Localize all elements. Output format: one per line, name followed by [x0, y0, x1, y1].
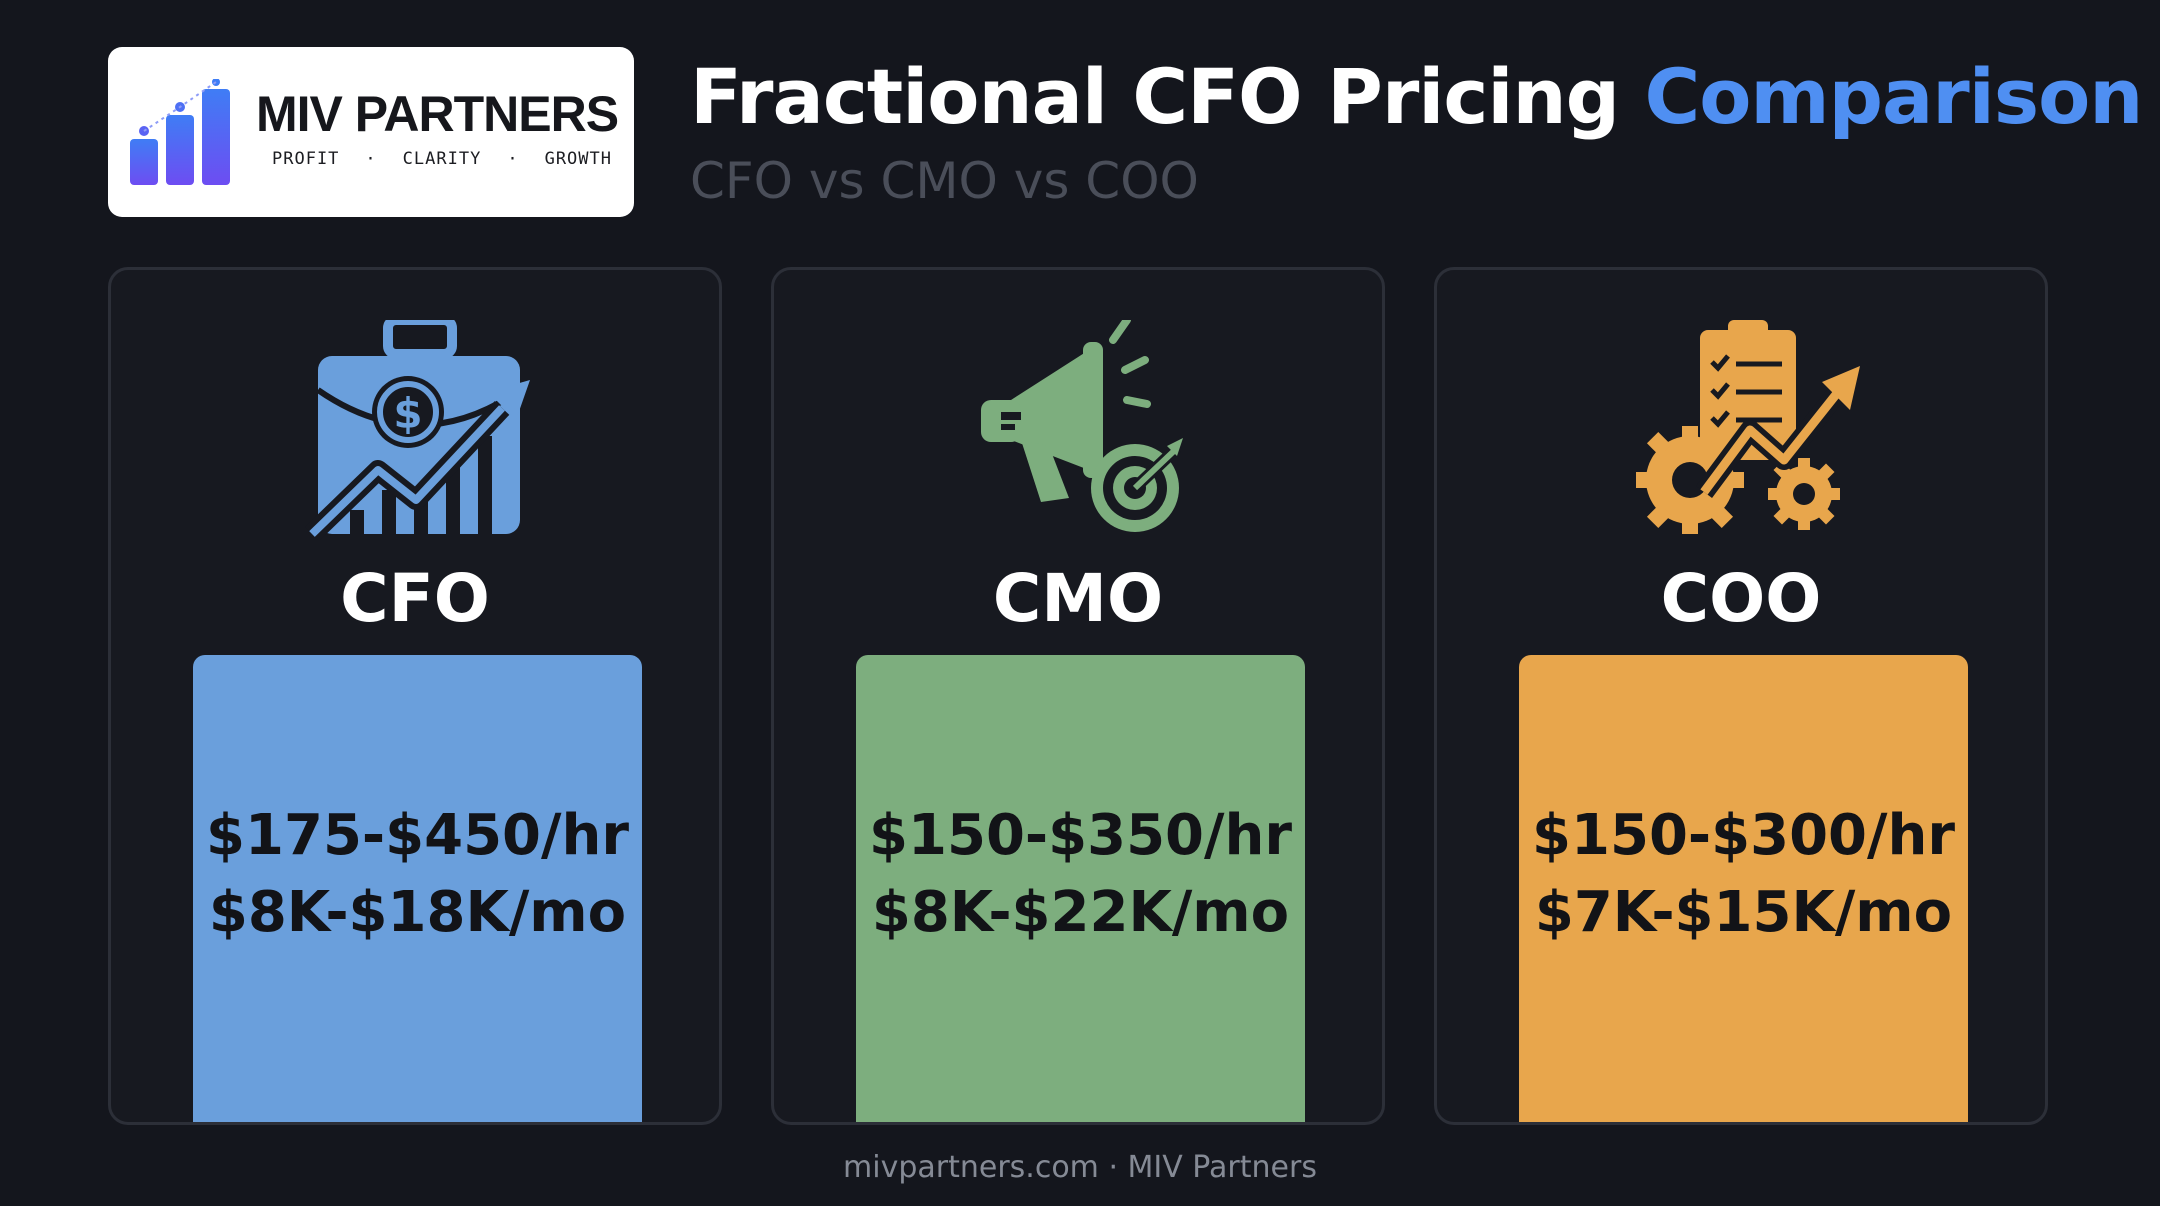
footer-credit: mivpartners.com · MIV Partners [843, 1150, 1317, 1185]
title-accent: Comparison [1644, 52, 2143, 141]
page-title: Fractional CFO Pricing Comparison [690, 52, 2143, 141]
tagline-separator: · [365, 149, 377, 169]
monthly-rate: $8K-$22K/mo [871, 880, 1290, 945]
megaphone-target-icon [981, 320, 1183, 532]
monthly-rate: $8K-$18K/mo [208, 880, 627, 945]
role-title: COO [1660, 560, 1822, 637]
brand-name: MIV PARTNERS [256, 86, 619, 142]
brand-tagline: PROFIT · CLARITY · GROWTH [272, 149, 612, 169]
role-title: CMO [992, 560, 1164, 637]
title-main: Fractional CFO Pricing [690, 52, 1620, 141]
tagline-word: GROWTH [544, 149, 612, 169]
tagline-separator: · [507, 149, 519, 169]
cmo-card: CMO $150-$350/hr $8K-$22K/mo [771, 267, 1385, 1125]
price-box: $150-$300/hr $7K-$15K/mo [1519, 655, 1968, 1122]
svg-text:$: $ [393, 389, 422, 438]
price-box: $175-$450/hr $8K-$18K/mo [193, 655, 642, 1122]
price-box: $150-$350/hr $8K-$22K/mo [856, 655, 1305, 1122]
coo-card: COO $150-$300/hr $7K-$15K/mo [1434, 267, 2048, 1125]
briefcase-growth-icon: $ [305, 320, 530, 540]
role-title: CFO [340, 560, 490, 637]
hourly-rate: $175-$450/hr [206, 803, 629, 868]
cfo-card: $ CFO $175-$450/hr $8K-$18K/mo [108, 267, 722, 1125]
tagline-word: CLARITY [402, 149, 482, 169]
tagline-word: PROFIT [272, 149, 340, 169]
bar-chart-logo-icon [130, 79, 230, 185]
monthly-rate: $7K-$15K/mo [1534, 880, 1953, 945]
logo-card: MIV PARTNERS PROFIT · CLARITY · GROWTH [108, 47, 634, 217]
hourly-rate: $150-$300/hr [1532, 803, 1955, 868]
clipboard-gears-icon [1636, 320, 1860, 534]
page-subtitle: CFO vs CMO vs COO [690, 152, 1199, 210]
hourly-rate: $150-$350/hr [869, 803, 1292, 868]
